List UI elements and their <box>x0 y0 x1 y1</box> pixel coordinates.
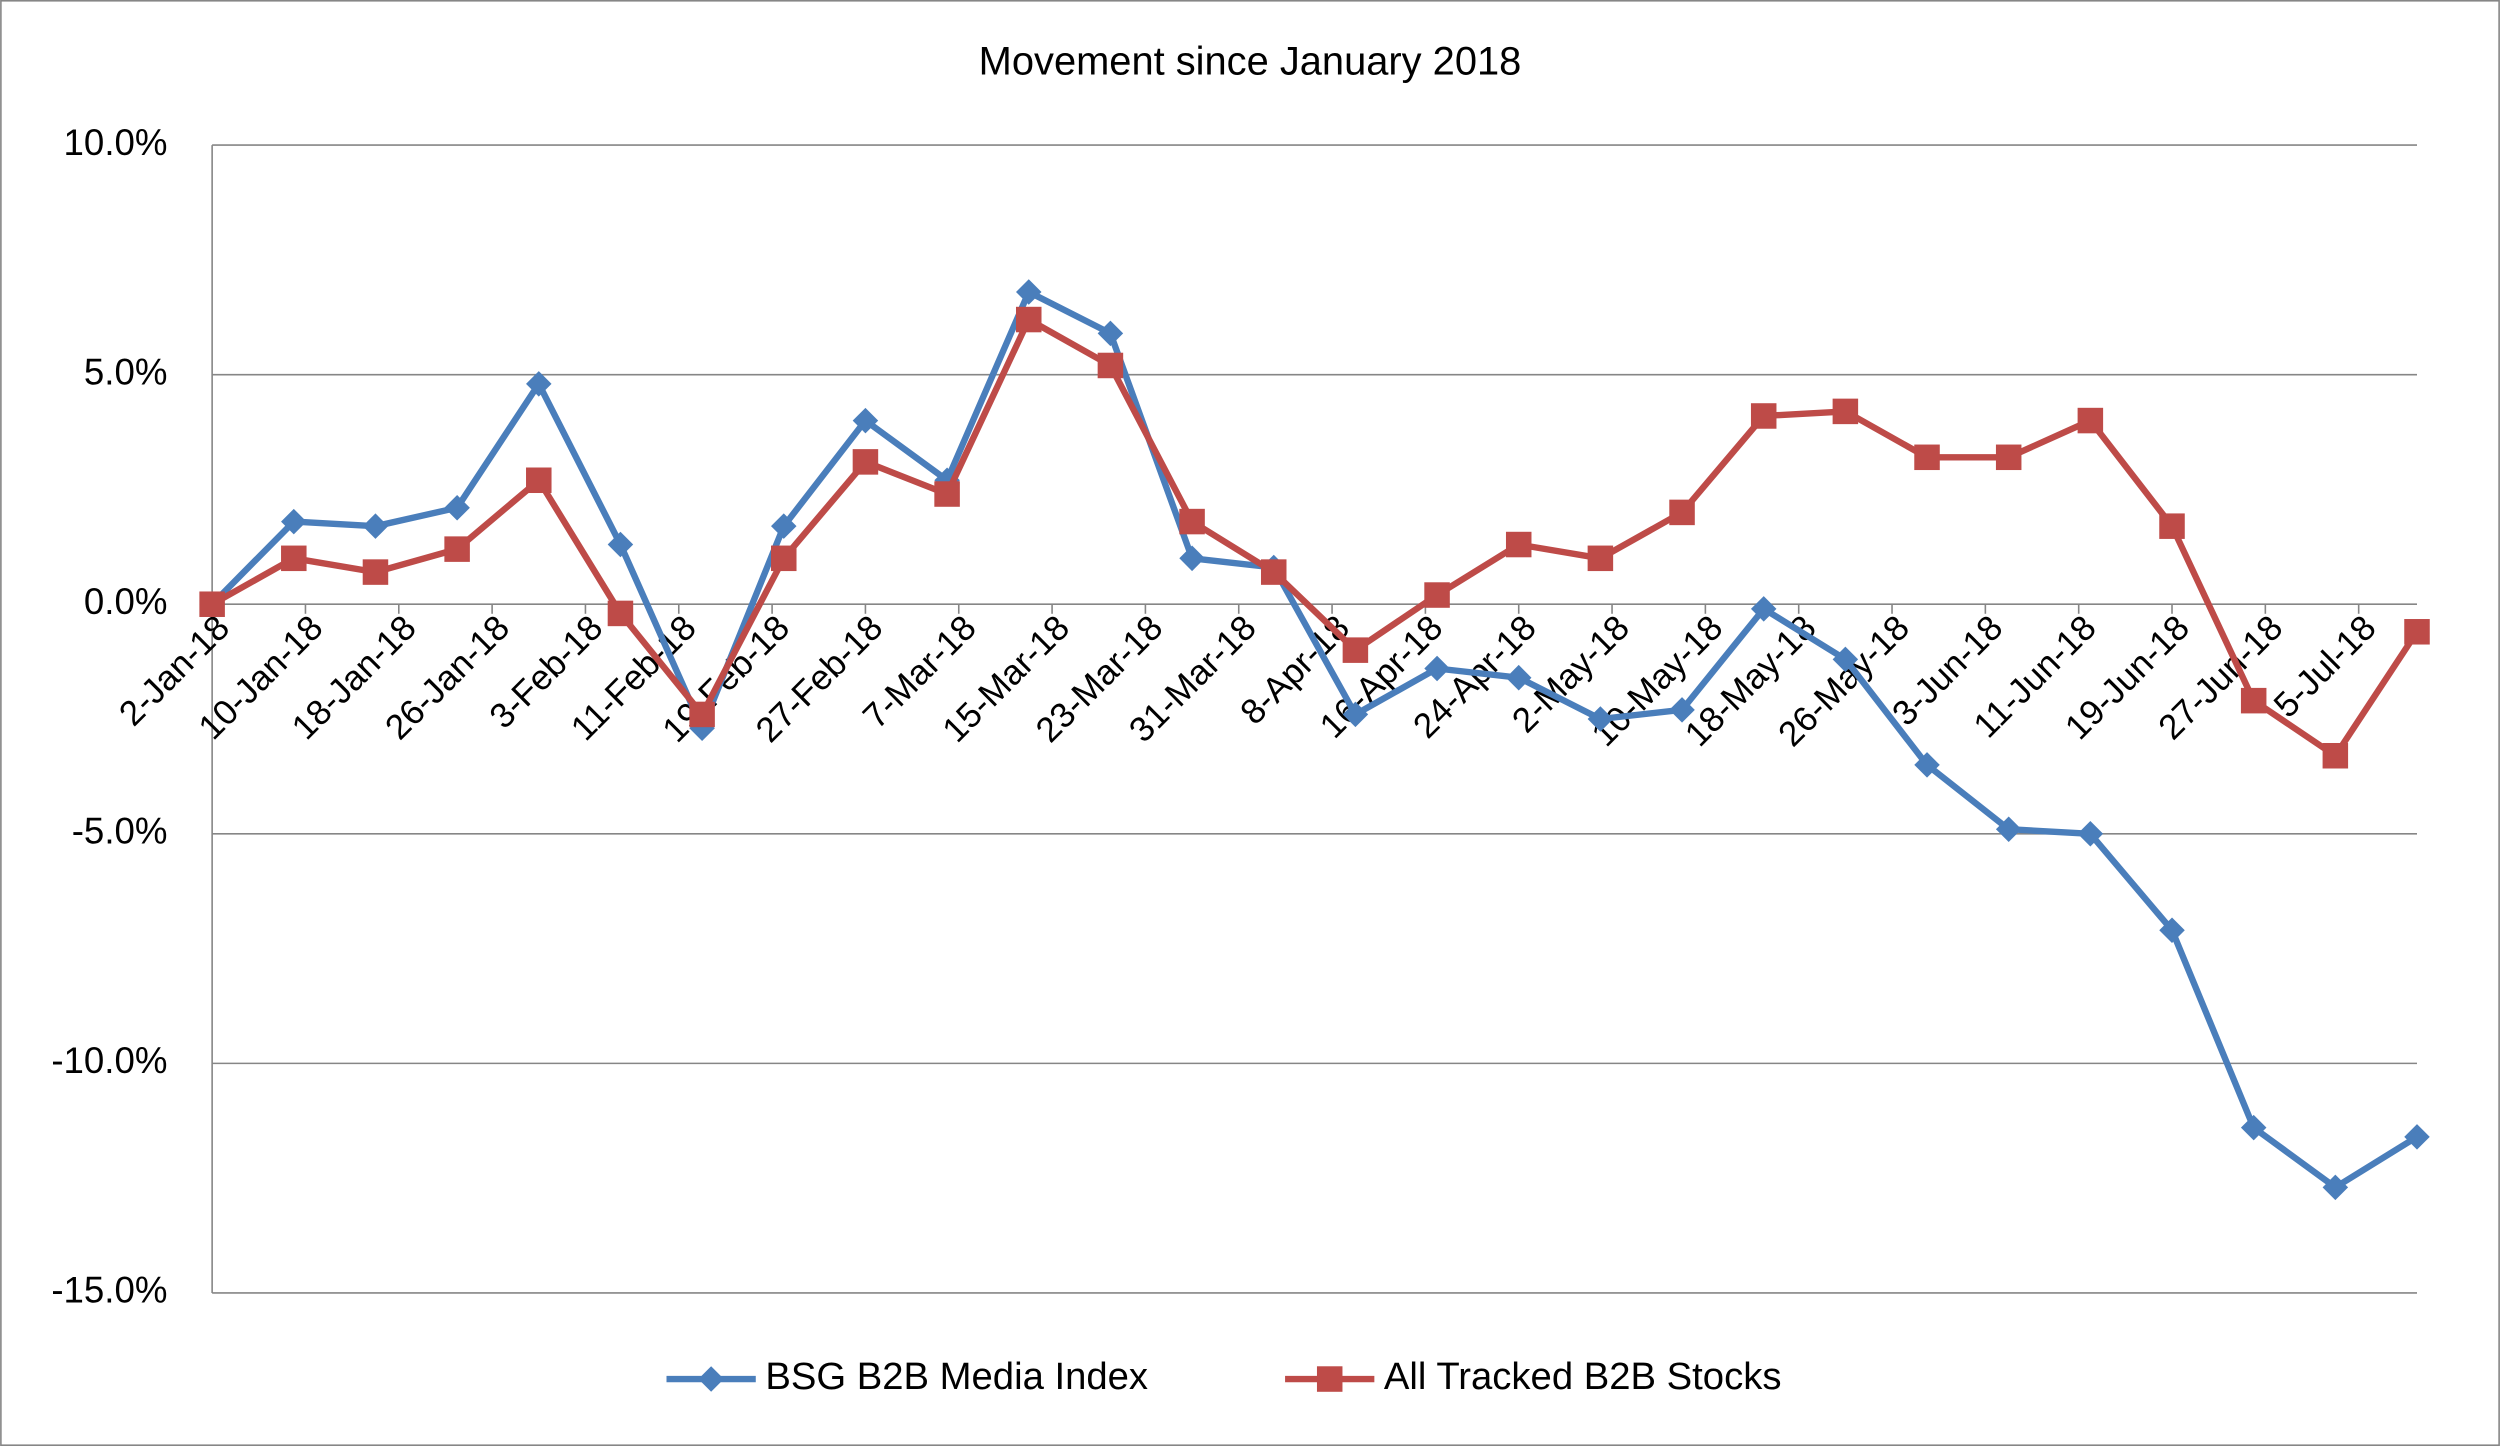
marker <box>199 591 225 617</box>
series-line <box>209 288 2419 1191</box>
marker <box>1097 352 1124 379</box>
marker <box>1342 701 1369 728</box>
marker <box>771 513 797 539</box>
marker <box>2159 513 2185 539</box>
marker <box>1914 444 1940 471</box>
marker <box>1587 706 1614 732</box>
y-tick-label: -15.0% <box>51 1270 167 1311</box>
marker <box>362 513 389 539</box>
marker <box>852 449 879 475</box>
marker <box>1587 545 1614 572</box>
marker <box>1995 444 2022 471</box>
chart-title: Movement since January 2018 <box>979 39 1522 83</box>
marker <box>1669 499 1695 526</box>
y-tick-label: 0.0% <box>84 581 168 622</box>
legend-marker <box>1316 1366 1343 1392</box>
marker <box>2322 742 2349 769</box>
marker <box>1179 545 1205 572</box>
y-tick-label: -10.0% <box>51 1040 167 1081</box>
marker <box>1179 508 1205 535</box>
marker <box>1914 752 1940 778</box>
marker <box>1832 646 1859 673</box>
marker <box>607 531 634 558</box>
marker <box>1505 664 1532 691</box>
marker <box>444 495 470 521</box>
marker <box>444 536 470 562</box>
marker <box>1097 320 1124 347</box>
marker <box>852 407 879 434</box>
marker <box>1342 637 1369 663</box>
marker <box>2077 407 2104 434</box>
marker <box>607 600 634 627</box>
marker <box>362 559 389 585</box>
marker <box>2404 1124 2430 1150</box>
marker <box>1424 582 1450 608</box>
marker <box>934 481 960 507</box>
marker <box>1505 531 1532 558</box>
marker <box>1995 816 2022 842</box>
marker <box>2404 619 2430 645</box>
y-tick-label: 5.0% <box>84 351 168 392</box>
marker <box>1750 596 1777 622</box>
marker <box>1015 306 1042 333</box>
marker <box>1750 403 1777 429</box>
marker <box>526 467 552 494</box>
legend-label: All Tracked B2B Stocks <box>1384 1355 1782 1398</box>
marker <box>281 508 307 535</box>
y-tick-label: 10.0% <box>64 122 168 163</box>
marker <box>771 545 797 572</box>
marker <box>2240 687 2267 714</box>
marker <box>1015 279 1042 305</box>
marker <box>689 701 715 728</box>
marker <box>2159 917 2185 943</box>
marker <box>526 371 552 397</box>
marker <box>1424 655 1450 682</box>
series-line <box>210 316 2420 759</box>
legend-marker <box>698 1366 724 1392</box>
y-tick-label: -5.0% <box>72 810 168 851</box>
legend-label: BSG B2B Media Index <box>765 1355 1148 1398</box>
marker <box>1669 697 1695 723</box>
marker <box>281 545 307 572</box>
marker <box>1832 398 1859 425</box>
marker <box>1260 559 1287 585</box>
